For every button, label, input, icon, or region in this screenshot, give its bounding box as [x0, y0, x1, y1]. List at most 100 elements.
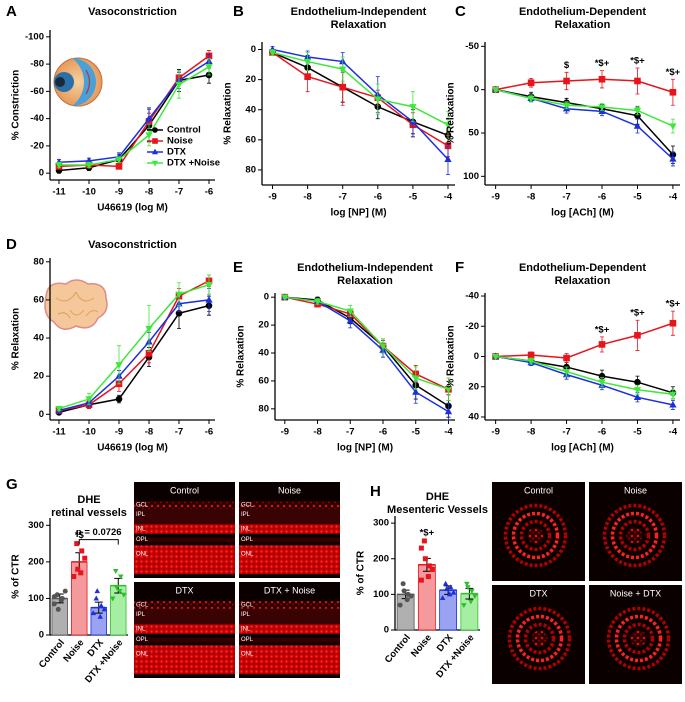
x-tick-label: -4: [444, 427, 453, 438]
marker: [90, 610, 96, 616]
marker: [425, 574, 431, 580]
line: [495, 355, 674, 406]
panel-letter: C: [455, 3, 466, 20]
vessel-ring: [511, 511, 560, 560]
marker: [205, 295, 213, 303]
y-tick-label: 80: [33, 256, 44, 267]
marker: [82, 555, 88, 561]
vessel-ring: [602, 503, 667, 568]
y-tick-label: 0: [474, 351, 479, 362]
line: [59, 66, 210, 166]
marker: [175, 291, 183, 299]
marker: [633, 122, 642, 129]
x-axis-label: U46619 (log M): [97, 443, 168, 454]
marker: [85, 162, 93, 169]
tissue-layer: [134, 608, 235, 625]
marker: [598, 104, 606, 111]
layer-label: OPL: [136, 537, 149, 543]
marker: [78, 570, 84, 576]
chart-title: Relaxation: [555, 275, 611, 287]
vessel-ring: [622, 622, 655, 655]
layer-label: GCL: [241, 503, 254, 509]
x-tick-label: -9: [281, 427, 289, 438]
series: [492, 67, 677, 106]
x-tick-label: -9: [491, 427, 499, 438]
marker: [418, 577, 424, 583]
marker: [669, 391, 677, 399]
line: [495, 78, 674, 93]
line: [284, 296, 449, 413]
marker: [426, 563, 432, 569]
x-tick-label: -6: [205, 427, 213, 438]
x-tick-label: -5: [633, 192, 642, 203]
x-tick-label: Noise: [409, 632, 434, 659]
annotation: *$+: [630, 56, 645, 67]
marker: [113, 569, 119, 575]
line: [272, 48, 449, 160]
legend-label: Noise: [167, 136, 193, 147]
line: [495, 355, 674, 396]
layer-label: ONL: [136, 552, 149, 558]
marker: [634, 332, 641, 339]
x-tick-label: -7: [346, 427, 354, 438]
marker: [598, 379, 606, 387]
marker: [633, 393, 642, 400]
tissue-layer: [239, 524, 340, 534]
tissue-layer: [239, 537, 340, 543]
vessel-ring: [515, 614, 564, 663]
vessel-lumen: [531, 630, 548, 647]
tissue-layer: [134, 508, 235, 525]
marker: [115, 362, 123, 369]
y-tick-label: 20: [245, 74, 256, 85]
marker: [418, 545, 424, 551]
layer-label: GCL: [136, 603, 149, 609]
layer-label: INL: [136, 527, 146, 533]
panel-letter: A: [6, 3, 17, 20]
marker: [94, 588, 100, 594]
marker: [444, 386, 453, 394]
marker: [152, 127, 158, 133]
x-tick-label: -4: [444, 192, 453, 203]
tissue-layer: [134, 545, 235, 575]
vessel-ring: [610, 511, 659, 560]
vessel-ring: [519, 519, 552, 552]
y-tick-label: 200: [373, 553, 389, 564]
marker: [97, 613, 103, 619]
tissue-layer: [239, 601, 340, 609]
marker: [339, 66, 347, 74]
marker: [444, 407, 453, 415]
x-tick-label: -5: [633, 427, 642, 438]
chart-title: Endothelium-Dependent: [519, 6, 646, 18]
marker: [669, 123, 677, 131]
chart-title: Relaxation: [331, 19, 387, 31]
annotation: *$+: [666, 299, 681, 310]
chart-title: Endothelium-Independent: [291, 6, 427, 18]
image-label: DTX + Noise: [264, 585, 315, 595]
marker: [634, 112, 641, 119]
annotation: *$+: [666, 67, 681, 78]
layer-label: ONL: [241, 552, 254, 558]
marker: [472, 594, 478, 600]
marker: [145, 132, 153, 139]
y-tick-label: -50: [465, 41, 479, 52]
y-tick-label: 300: [28, 520, 44, 531]
marker: [412, 388, 420, 395]
marker: [339, 83, 347, 91]
bracket: [78, 539, 119, 545]
series: [492, 86, 677, 164]
x-tick-label: -4: [669, 427, 678, 438]
x-tick-label: -11: [52, 427, 66, 438]
marker: [79, 548, 85, 554]
marker: [562, 102, 571, 110]
marker: [205, 64, 213, 71]
series: [268, 45, 452, 175]
x-tick-label: -9: [268, 192, 276, 203]
x-tick-label: -11: [52, 187, 66, 198]
marker: [74, 541, 80, 547]
line: [495, 355, 674, 394]
marker: [429, 566, 435, 572]
x-tick-label: -9: [115, 427, 123, 438]
chart-title: DHE: [77, 494, 100, 506]
layer-label: IPL: [136, 512, 146, 518]
marker: [422, 556, 428, 562]
